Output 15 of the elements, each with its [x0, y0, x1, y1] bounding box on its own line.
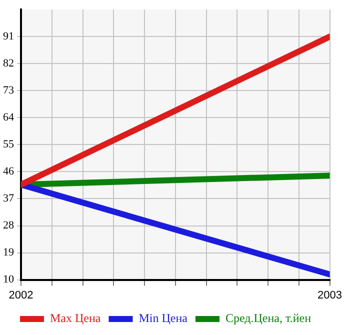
y-tick-label: 73: [3, 84, 14, 97]
y-tick-label: 64: [3, 112, 14, 124]
y-tick-label: 91: [3, 30, 14, 43]
legend-label: Max Цена: [50, 311, 102, 326]
x-tick-label: 2002: [8, 289, 34, 302]
y-tick-label: 46: [3, 166, 14, 178]
y-tick-label: 37: [3, 192, 14, 205]
y-tick-label: 82: [3, 58, 14, 70]
legend-label: Сред.Цена, т.йен: [225, 311, 312, 326]
legend-label: Min Цена: [138, 311, 188, 326]
y-tick-label: 55: [3, 138, 14, 151]
y-tick-label: 19: [3, 246, 14, 259]
y-tick-label: 10: [3, 274, 14, 286]
y-tick-label: 28: [3, 220, 14, 232]
x-tick-label: 2003: [318, 289, 342, 302]
